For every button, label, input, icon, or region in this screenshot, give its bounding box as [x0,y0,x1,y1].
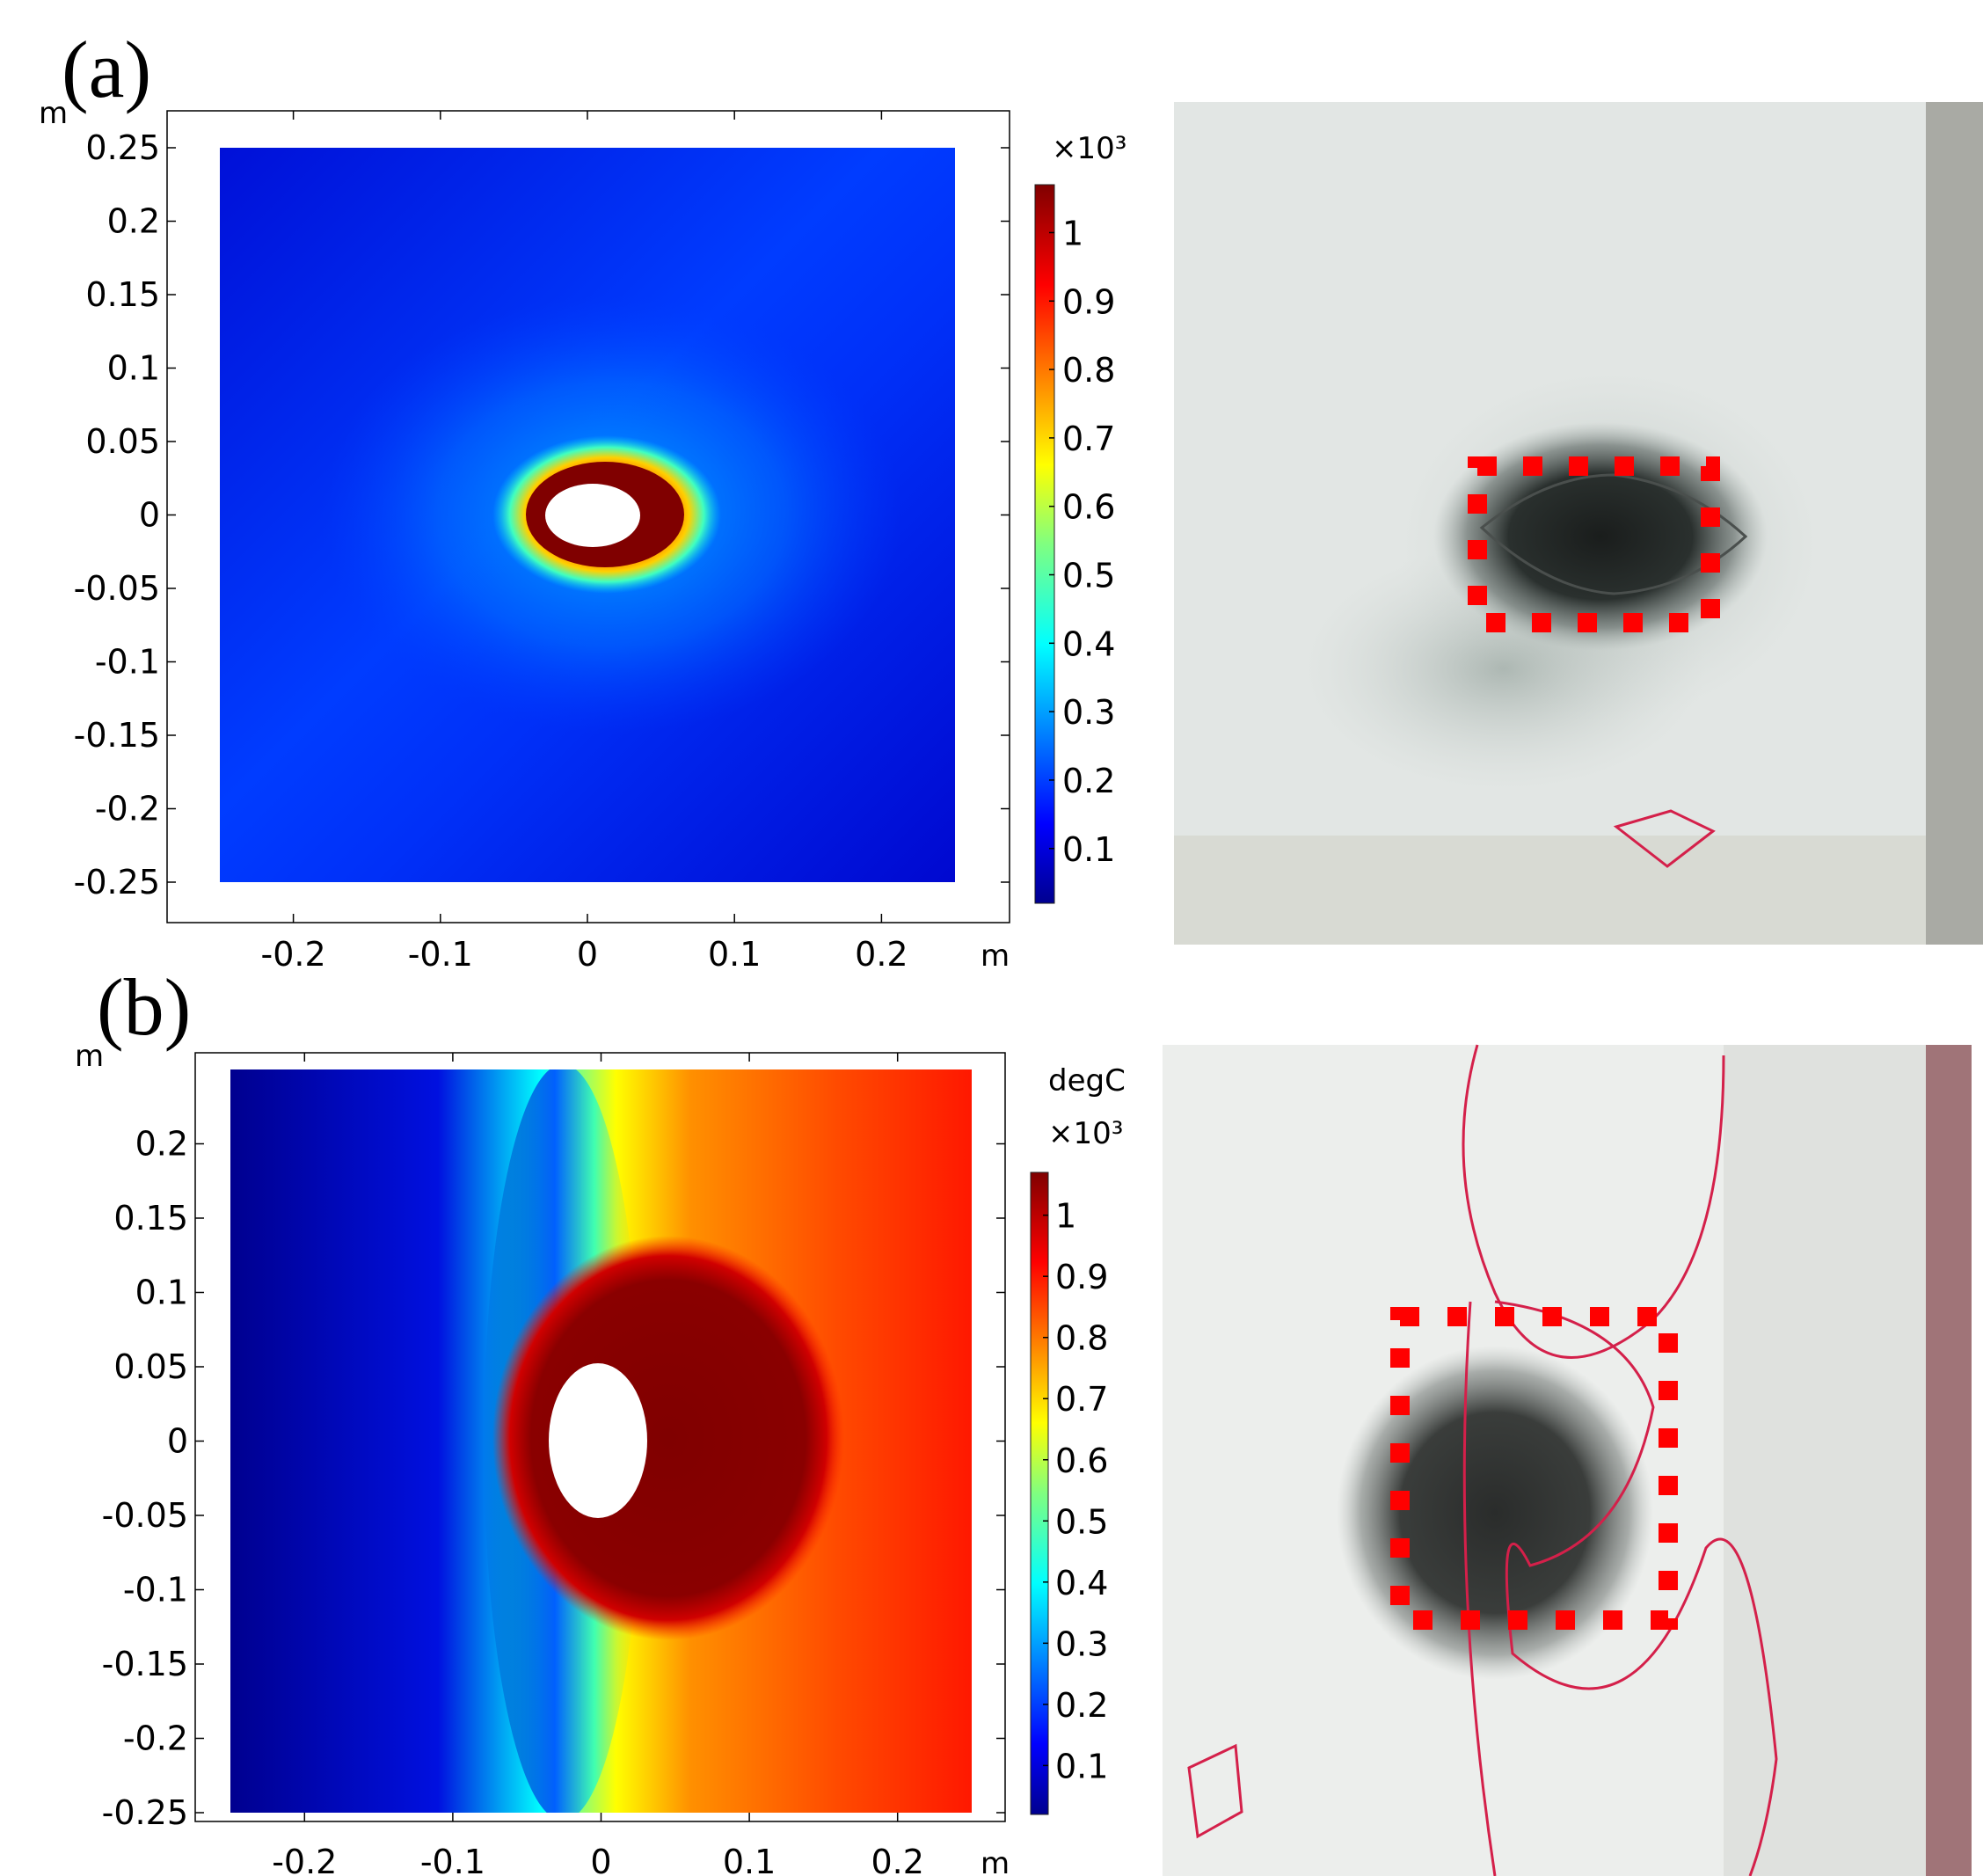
colorbar-tick-label: 0.7 [1055,1380,1108,1419]
x-tick-label: -0.2 [272,1843,337,1876]
y-axis-unit: m [39,96,68,131]
hot-zone-b [492,1236,844,1640]
x-tick-label: 0.1 [723,1843,776,1876]
highlight-box-a [1468,456,1720,632]
burn-outline-a [1479,473,1748,595]
y-tick-label: 0.15 [85,275,160,314]
colorbar-tick-label: 0.8 [1055,1319,1108,1358]
soot-mark-a [1433,422,1768,651]
y-tick-label: -0.15 [102,1645,188,1683]
y-tick-label: -0.25 [102,1793,188,1832]
y-axis-unit: m [75,1039,104,1074]
marker-line-b1 [1462,1044,1725,1359]
panel-b: (b) -0.2 -0.1 0 0.1 0.20.20.150.10.050-0.05-… [75,962,1972,1876]
y-tick-label: 0.1 [107,349,160,388]
colorbar-multiplier-b: ×10³ [1048,1116,1123,1151]
marker-sketch-b [1187,1743,1243,1839]
colorbar-multiplier-a: ×10³ [1052,131,1126,166]
colorbar-tick-label: 0.3 [1055,1624,1108,1663]
y-tick-label: -0.2 [95,790,160,829]
heatmap-a: -0.2 -0.1 0 0.1 0.2 0.25 0.2 0.15 0.1 0.05 0 -0.05 -… [39,96,1010,974]
x-tick-label: -0.2 [261,935,326,974]
y-tick-label: -0.05 [74,569,160,608]
colorbar-tick-label: 0.5 [1062,557,1115,595]
y-tick-label: -0.25 [74,863,160,902]
colorbar-scale-b [1030,1172,1049,1815]
y-tick-label: -0.1 [95,643,160,682]
y-tick-label: 0.05 [85,422,160,461]
y-tick-label: 0.25 [85,128,160,167]
x-axis-unit: m [981,1846,1010,1876]
y-tick-label: 0.15 [113,1199,188,1237]
colorbar-tick-label: 0.1 [1055,1747,1108,1785]
colorbar-tick-label: 1 [1062,214,1083,252]
colorbar-tick-label: 0.2 [1062,762,1115,800]
colorbar-b: degC ×10³ 1 0.9 0.8 0.7 0.6 0.5 0.4 0.3 0.2 0.1 [1030,1063,1126,1815]
y-tick-label: 0 [167,1422,188,1461]
hole-a [545,484,640,547]
y-tick-label: 0.2 [107,202,160,241]
y-tick-label: 0 [139,496,160,535]
colorbar-tick-label: 0.9 [1055,1258,1108,1296]
y-tick-label: -0.2 [123,1719,188,1758]
panel-a: (a) -0.2 -0.1 0 0.1 0.20.250.20.150.10.050-0… [39,25,1983,974]
colorbar-unit-b: degC [1048,1063,1126,1099]
photo-edge-a [1926,102,1983,945]
y-tick-label: -0.1 [123,1571,188,1610]
panel-label-b: (b) [97,962,191,1052]
marker-line-b3 [1462,1301,1497,1876]
colorbar-tick-label: 0.4 [1062,624,1115,663]
colorbar-tick-label: 0.5 [1055,1502,1108,1541]
colorbar-tick-label: 0.8 [1062,351,1115,390]
colorbar-tick-label: 0.7 [1062,420,1115,458]
marker-line-b2 [1494,1300,1778,1876]
colorbar-tick-label: 0.6 [1062,488,1115,527]
heatmap-b: -0.2 -0.1 0 0.1 0.2 0.2 0.15 0.1 0.05 0 -0.05 -0.1 -… [75,1039,1010,1876]
x-tick-label: -0.1 [408,935,473,974]
photo-edge-b [1926,1045,1972,1876]
panel-label-a: (a) [62,25,151,114]
x-tick-label: -0.1 [420,1843,485,1876]
photo-streak-zone-b [1724,1045,1926,1876]
y-tick-label: -0.15 [74,716,160,755]
colorbar-tick-label: 0.2 [1055,1686,1108,1725]
hole-b [549,1363,647,1518]
y-tick-label: 0.1 [135,1274,188,1312]
photo-bottom-strip-a [1174,836,1926,945]
x-axis-unit: m [981,938,1010,974]
x-tick-label: 0.2 [855,935,908,974]
photo-a [1174,102,1983,945]
colorbar-tick-label: 0.1 [1062,830,1115,869]
photo-b [1163,1044,1972,1876]
soot-mark-b [1337,1346,1653,1680]
colorbar-tick-label: 0.9 [1062,282,1115,321]
y-tick-label: 0.05 [113,1347,188,1386]
colorbar-tick-label: 1 [1055,1197,1076,1236]
colorbar-a: ×10³ 1 0.9 0.8 0.7 0.6 0.5 0.4 0.3 0.2 0.1 [1034,131,1126,904]
colorbar-tick-label: 0.6 [1055,1442,1108,1480]
colorbar-tick-label: 0.3 [1062,693,1115,732]
x-tick-label: 0 [590,1843,611,1876]
x-tick-label: 0.1 [708,935,761,974]
y-tick-label: 0.2 [135,1125,188,1164]
colorbar-tick-label: 0.4 [1055,1564,1108,1602]
x-tick-label: 0 [577,935,598,974]
colorbar-scale-a [1034,184,1055,904]
x-tick-label: 0.2 [871,1843,923,1876]
y-tick-label: -0.05 [102,1496,188,1535]
marker-sketch-a [1613,809,1716,868]
